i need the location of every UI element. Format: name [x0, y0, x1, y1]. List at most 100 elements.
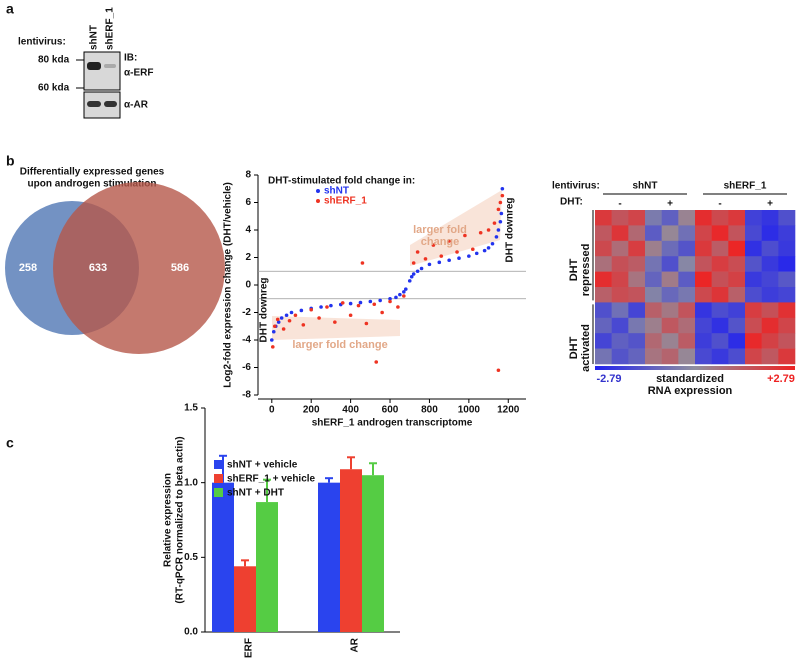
- x-tick-label: AR: [350, 637, 361, 652]
- heatmap-cell: [611, 240, 629, 257]
- heatmap-cell: [711, 287, 729, 303]
- heatmap-cell: [611, 287, 629, 303]
- heatmap-cell: [728, 210, 746, 226]
- heatmap-cell: [595, 271, 612, 288]
- heatmap-cell: [611, 210, 629, 226]
- point: [411, 272, 416, 276]
- y-tick-label: 1.5: [184, 403, 198, 414]
- y-tick-label: 8: [245, 170, 251, 181]
- point: [447, 239, 451, 243]
- heatmap-cell: [745, 225, 762, 242]
- condition-label: +: [667, 199, 673, 210]
- point: [409, 274, 414, 279]
- colorbar-title: standardized: [656, 373, 724, 385]
- heatmap-cell: [695, 287, 712, 303]
- heatmap-cell: [661, 271, 679, 288]
- bar: [234, 566, 256, 632]
- heatmap-cell: [645, 348, 662, 365]
- heatmap-cell: [695, 225, 712, 242]
- legend-label: shNT + DHT: [227, 488, 284, 499]
- point: [492, 221, 497, 225]
- annotation: larger fold change: [292, 339, 387, 351]
- heatmap-cell: [595, 317, 612, 334]
- condition-label: +: [767, 199, 773, 210]
- point: [447, 258, 451, 263]
- row-group-label: repressed: [580, 244, 592, 297]
- heatmap-cell: [661, 225, 679, 242]
- point: [490, 241, 495, 246]
- row-group-label: DHT: [568, 258, 580, 281]
- venn-count: 633: [89, 262, 107, 274]
- shade: [410, 190, 502, 266]
- heatmap-cell: [645, 240, 662, 257]
- y-tick-label: 6: [245, 197, 251, 208]
- y-tick-label: 0.5: [184, 552, 198, 563]
- point: [486, 228, 491, 232]
- point: [356, 303, 361, 308]
- panel-label: c: [6, 435, 14, 451]
- colorbar-label: -2.79: [596, 373, 621, 385]
- x-tick-label: 400: [342, 405, 359, 416]
- heatmap-cell: [628, 271, 646, 288]
- heatmap-cell: [595, 333, 612, 349]
- heatmap-cell: [745, 317, 762, 334]
- condition-label: -: [718, 199, 721, 210]
- point: [496, 228, 501, 232]
- heatmap-cell: [611, 225, 629, 242]
- y-tick-label: 0: [245, 280, 251, 291]
- heatmap-cell: [695, 271, 712, 288]
- heatmap-cell: [645, 271, 662, 288]
- heatmap-cell: [678, 210, 696, 226]
- heatmap-cell: [678, 225, 696, 242]
- heatmap-cell: [761, 302, 779, 319]
- heatmap-cell: [678, 271, 696, 288]
- y-axis-label: (RT-qPCR normalized to beta actin): [175, 436, 186, 603]
- heatmap-cell: [745, 256, 762, 272]
- y-tick-label: -8: [242, 390, 251, 401]
- band: [104, 101, 117, 107]
- heatmap-cell: [678, 287, 696, 303]
- point: [431, 243, 436, 247]
- venn-set: [53, 182, 225, 354]
- shade: [272, 316, 400, 340]
- colorbar-title: RNA expression: [648, 385, 733, 397]
- point: [500, 193, 505, 198]
- x-tick-label: 1200: [497, 405, 520, 416]
- heatmap-cell: [595, 348, 612, 365]
- point: [407, 279, 412, 283]
- heatmap-cell: [695, 348, 712, 365]
- point: [463, 233, 467, 238]
- x-axis-label: shERF_1 androgen transcriptome: [312, 418, 473, 429]
- point: [374, 360, 379, 364]
- point: [398, 292, 402, 297]
- point: [317, 316, 321, 320]
- heatmap-cell: [728, 302, 746, 319]
- point: [301, 323, 306, 327]
- point: [500, 186, 505, 191]
- annotation: DHT downreg: [259, 278, 270, 343]
- x-tick-label: 0: [269, 405, 275, 416]
- heatmap-cell: [778, 348, 796, 365]
- heatmap-cell: [711, 225, 729, 242]
- legend-swatch: [214, 460, 223, 469]
- heatmap-cell: [661, 317, 679, 334]
- legend-label: shERF_1: [324, 196, 367, 207]
- y-tick-label: 2: [245, 252, 251, 263]
- heatmap-cell: [728, 225, 746, 242]
- point: [467, 254, 471, 258]
- y-tick-label: -4: [242, 335, 251, 346]
- point: [437, 260, 442, 265]
- heatmap-cell: [628, 348, 646, 365]
- y-tick-label: 1.0: [184, 477, 198, 488]
- annotation: DHT downreg: [505, 198, 516, 263]
- point: [284, 313, 289, 318]
- point: [419, 266, 424, 271]
- row-group-label: DHT: [568, 336, 580, 359]
- x-tick-label: 1000: [458, 405, 481, 416]
- point: [360, 261, 365, 265]
- heatmap-cell: [745, 287, 762, 303]
- point: [423, 257, 428, 261]
- x-tick-label: 600: [382, 405, 399, 416]
- point: [299, 308, 304, 313]
- heatmap-cell: [678, 348, 696, 365]
